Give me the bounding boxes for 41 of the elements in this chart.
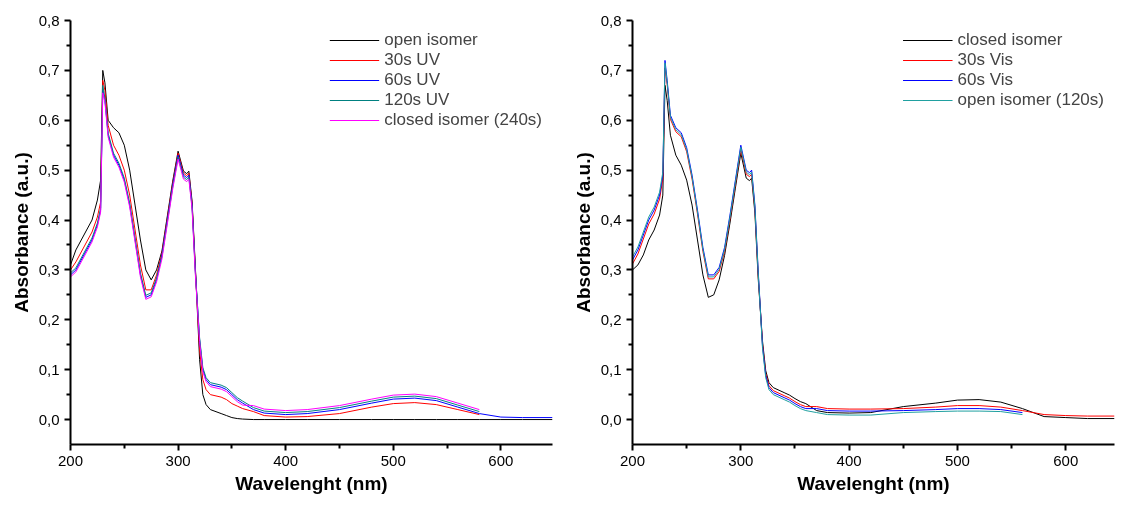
y-tick-label: 0,1 (38, 360, 60, 378)
x-tick-label: 300 (728, 451, 754, 469)
legend-label: 60s Vis (957, 70, 1013, 90)
y-tick-label: 0,5 (600, 161, 622, 179)
x-tick-label: 600 (488, 451, 514, 469)
legend-label: 120s UV (384, 90, 450, 110)
x-axis-title: Wavelenght (nm) (235, 472, 388, 494)
y-axis-title: Absorbance (a.u.) (572, 152, 594, 313)
y-tick-label: 0,8 (38, 11, 60, 29)
x-tick-label: 400 (836, 451, 862, 469)
y-axis-title: Absorbance (a.u.) (10, 152, 32, 313)
y-tick-label: 0,2 (38, 310, 60, 328)
y-tick-label: 0,1 (600, 360, 622, 378)
x-tick-label: 200 (619, 451, 646, 469)
y-tick-label: 0,7 (38, 61, 60, 79)
legend-label: open isomer (384, 30, 478, 50)
legend-label: closed isomer (957, 30, 1063, 50)
legend-label: 30s Vis (957, 50, 1013, 70)
y-tick-label: 0,6 (600, 111, 622, 129)
x-axis-title: Wavelenght (nm) (797, 472, 950, 494)
legend-label: 30s UV (384, 50, 440, 70)
y-tick-label: 0,6 (38, 111, 60, 129)
y-tick-label: 0,3 (38, 260, 60, 278)
legend-label: 60s UV (384, 70, 440, 90)
y-tick-label: 0,4 (38, 211, 60, 229)
y-tick-label: 0,3 (600, 260, 622, 278)
x-tick-label: 300 (165, 451, 191, 469)
legend-label: closed isomer (240s) (384, 110, 542, 130)
x-tick-label: 600 (1053, 451, 1079, 469)
legend-label: open isomer (120s) (957, 90, 1104, 110)
y-tick-label: 0,0 (38, 410, 60, 428)
x-tick-label: 400 (273, 451, 299, 469)
y-tick-label: 0,4 (600, 211, 622, 229)
x-tick-label: 500 (380, 451, 406, 469)
y-tick-label: 0,5 (38, 161, 60, 179)
y-tick-label: 0,0 (600, 410, 622, 428)
x-tick-label: 200 (57, 451, 84, 469)
y-tick-label: 0,2 (600, 310, 622, 328)
y-tick-label: 0,8 (600, 11, 622, 29)
x-tick-label: 500 (944, 451, 970, 469)
y-tick-label: 0,7 (600, 61, 622, 79)
